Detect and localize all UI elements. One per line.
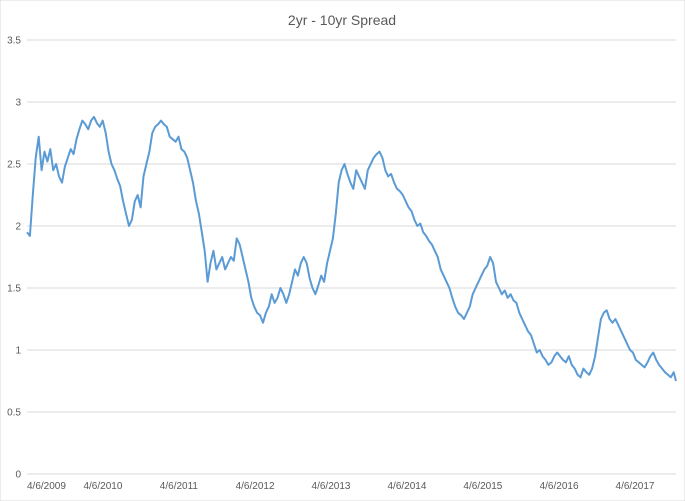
x-tick-label: 4/6/2014 <box>387 481 426 492</box>
y-tick-label: 1 <box>15 346 21 357</box>
y-tick-label: 2.5 <box>7 160 21 171</box>
x-tick-label: 4/6/2012 <box>236 481 275 492</box>
y-axis-ticks: 0 0.5 1 1.5 2 2.5 3 3.5 <box>7 36 21 481</box>
y-tick-label: 0.5 <box>7 408 21 419</box>
y-tick-label: 2 <box>15 222 21 233</box>
x-tick-label: 4/6/2009 <box>27 481 66 492</box>
y-tick-label: 3 <box>15 98 21 109</box>
y-tick-label: 0 <box>15 470 21 481</box>
series-group <box>26 115 677 382</box>
y-tick-label: 1.5 <box>7 284 21 295</box>
x-tick-label: 4/6/2011 <box>160 481 199 492</box>
y-tick-label: 3.5 <box>7 36 21 47</box>
series-line <box>26 115 677 382</box>
x-tick-label: 4/6/2016 <box>540 481 579 492</box>
gridlines <box>27 39 676 475</box>
x-tick-label: 4/6/2010 <box>83 481 122 492</box>
x-tick-label: 4/6/2013 <box>312 481 351 492</box>
x-tick-label: 4/6/2017 <box>616 481 655 492</box>
chart-title: 2yr - 10yr Spread <box>288 12 396 28</box>
x-tick-label: 4/6/2015 <box>463 481 502 492</box>
x-axis-ticks: 4/6/2009 4/6/2010 4/6/2011 4/6/2012 4/6/2013… <box>27 481 655 492</box>
